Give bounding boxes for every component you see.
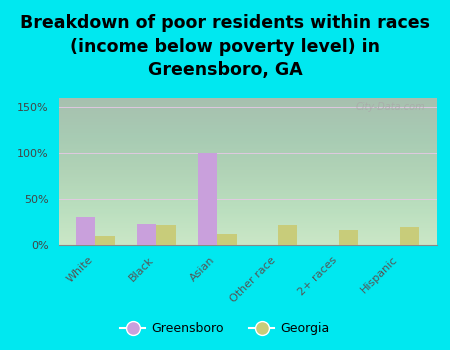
Bar bbox=[400, 227, 419, 245]
Bar bbox=[76, 217, 95, 245]
Text: Breakdown of poor residents within races
(income below poverty level) in
Greensb: Breakdown of poor residents within races… bbox=[20, 14, 430, 79]
Bar bbox=[217, 234, 237, 245]
Legend: Greensboro, Georgia: Greensboro, Georgia bbox=[115, 317, 335, 340]
Bar bbox=[278, 225, 297, 245]
Bar bbox=[136, 224, 156, 245]
Text: City-Data.com: City-Data.com bbox=[356, 103, 425, 112]
Bar bbox=[95, 236, 115, 245]
Bar bbox=[156, 225, 176, 245]
Bar bbox=[339, 230, 359, 245]
Bar bbox=[198, 153, 217, 245]
